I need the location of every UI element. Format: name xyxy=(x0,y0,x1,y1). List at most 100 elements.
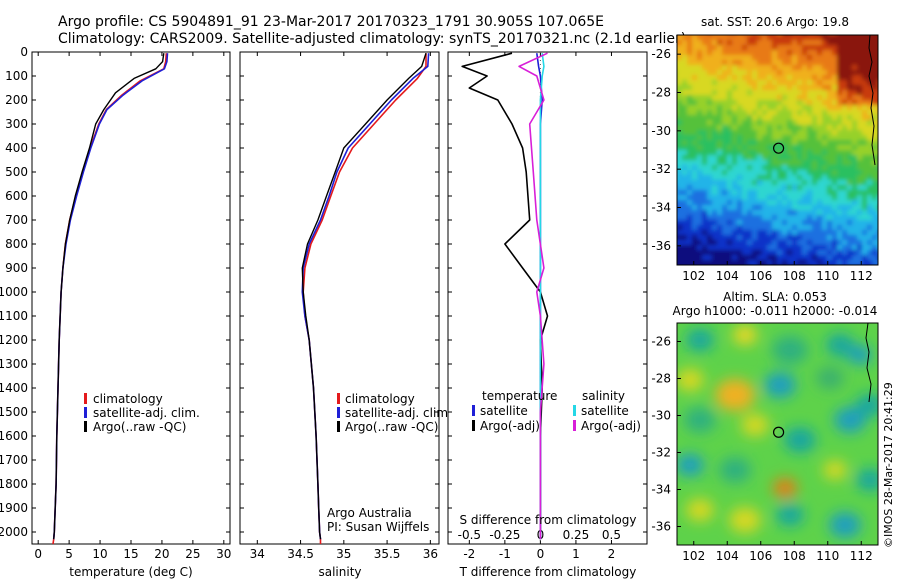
lat-tick-label: -34 xyxy=(651,483,671,497)
x-tick-label: 30 xyxy=(216,547,231,561)
lon-tick-label: 106 xyxy=(749,269,772,283)
depth-tick-label: 1600 xyxy=(0,429,28,443)
depth-axis: 0 100 200 300 400 500 600 700 800 900 1000 1100 1200… xyxy=(0,45,230,539)
depth-tick-label: 1900 xyxy=(0,501,28,515)
depth-tick-label: 1400 xyxy=(0,381,28,395)
legend-label-s-argo: Argo(-adj) xyxy=(581,419,641,433)
legend-label-s-satellite: satellite xyxy=(581,404,629,418)
temperature-series xyxy=(52,53,169,545)
legend-swatch-t-argo xyxy=(472,420,475,431)
legend-swatch-argo xyxy=(84,421,87,432)
depth-tick-label: 1200 xyxy=(0,333,28,347)
salinity-x-axis: 34 34.5 35 35.5 36 xyxy=(250,52,438,561)
coastline xyxy=(868,34,876,166)
figure-title-line1: Argo profile: CS 5904891_91 23-Mar-2017 … xyxy=(58,14,604,30)
figure-title-line2: Climatology: CARS2009. Satellite-adjuste… xyxy=(58,31,686,47)
temperature-axes-frame xyxy=(31,51,231,545)
x-tick-label: 15 xyxy=(123,547,138,561)
lon-tick-label: 108 xyxy=(783,269,806,283)
legend-label-satellite: satellite-adj. clim. xyxy=(345,406,452,420)
x-tick-label: 0 xyxy=(34,547,42,561)
imos-timestamp: ©IMOS 28-Mar-2017 20:41:29 xyxy=(882,382,895,548)
lon-tick-label: 106 xyxy=(749,549,772,563)
pi-label: PI: Susan Wijffels xyxy=(327,520,429,534)
x-tick-label: 34 xyxy=(250,547,265,561)
x-tick-label: 2 xyxy=(608,547,616,561)
depth-tick-label: 900 xyxy=(5,261,28,275)
argo-australia-label: Argo Australia xyxy=(327,506,412,520)
legend-label-argo: Argo(..raw -QC) xyxy=(345,420,438,434)
temperature-panel: 0100200300400500600700800900100011001200… xyxy=(0,45,231,579)
legend-swatch-argo xyxy=(337,421,340,432)
depth-tick-label: 1100 xyxy=(0,309,28,323)
salinity-panel: 34 34.5 35 35.5 36 salinity climatology sate… xyxy=(239,51,452,579)
depth-tick-label: 1700 xyxy=(0,453,28,467)
lon-tick-label: 104 xyxy=(716,269,739,283)
temperature-xlabel: temperature (deg C) xyxy=(69,565,192,579)
depth-tick-label: 300 xyxy=(5,117,28,131)
x-tick-label: 36 xyxy=(423,547,438,561)
x-tick-label: 10 xyxy=(92,547,107,561)
lat-tick-label: -36 xyxy=(651,239,671,253)
depth-tick-label: 1500 xyxy=(0,405,28,419)
legend-swatch-s-satellite xyxy=(573,405,576,416)
depth-tick-label: 800 xyxy=(5,237,28,251)
sla-map-panel: Altim. SLA: 0.053 Argo h1000: -0.011 h20… xyxy=(651,290,879,564)
depth-tick-label: 100 xyxy=(5,69,28,83)
s-tick-label: 0.5 xyxy=(602,528,621,542)
s-tick-label: 0.25 xyxy=(563,528,590,542)
lat-tick-label: -32 xyxy=(651,446,671,460)
legend-title-temperature: temperature xyxy=(482,389,557,403)
legend-swatch-satellite xyxy=(337,407,340,418)
lat-tick-label: -28 xyxy=(651,372,671,386)
sla-field xyxy=(677,323,878,545)
x-tick-label: 34.5 xyxy=(287,547,314,561)
temperature-legend: climatology satellite-adj. clim. Argo(..… xyxy=(84,392,200,434)
sst-map-axes: 102 104 106 108 110 112 -26 -28 -30 -32 -34 -36 xyxy=(651,47,872,283)
lon-tick-label: 102 xyxy=(682,549,705,563)
x-tick-label: 1 xyxy=(572,547,580,561)
lon-tick-label: 108 xyxy=(783,549,806,563)
lon-tick-label: 104 xyxy=(716,549,739,563)
lat-tick-label: -30 xyxy=(651,124,671,138)
legend-label-satellite: satellite-adj. clim. xyxy=(93,406,200,420)
lat-tick-label: -30 xyxy=(651,409,671,423)
series-line-argo-raw-qc- xyxy=(53,53,165,540)
x-tick-label: 20 xyxy=(154,547,169,561)
salinity-series xyxy=(301,52,430,544)
legend-label-argo: Argo(..raw -QC) xyxy=(93,420,186,434)
depth-tick-label: 1300 xyxy=(0,357,28,371)
depth-tick-label: 400 xyxy=(5,141,28,155)
sla-map-frame xyxy=(676,322,879,546)
lon-tick-label: 110 xyxy=(816,269,839,283)
lat-tick-label: -26 xyxy=(651,47,671,61)
legend-label-climatology: climatology xyxy=(345,392,415,406)
depth-tick-label: 0 xyxy=(20,45,28,59)
depth-tick-label: 600 xyxy=(5,189,28,203)
x-tick-label: 0 xyxy=(537,547,545,561)
lat-tick-label: -36 xyxy=(651,520,671,534)
lat-tick-label: -26 xyxy=(651,335,671,349)
difference-series xyxy=(461,52,549,540)
s-difference-label: S difference from climatology xyxy=(460,513,637,527)
salinity-xlabel: salinity xyxy=(318,565,361,579)
sst-field xyxy=(677,35,878,265)
sla-map-axes: 102 104 106 108 110 112 -26 -28 -30 -32 -34 -36 xyxy=(651,335,872,564)
difference-depth-ticks xyxy=(448,51,647,533)
salinity-legend: climatology satellite-adj. clim. Argo(..… xyxy=(337,392,452,434)
legend-swatch-t-satellite xyxy=(472,405,475,416)
x-tick-label: 35.5 xyxy=(374,547,401,561)
depth-tick-label: 1000 xyxy=(0,285,28,299)
difference-legend: temperature satellite Argo(-adj) salinit… xyxy=(472,389,641,433)
x-tick-label: -2 xyxy=(463,547,475,561)
legend-label-t-argo: Argo(-adj) xyxy=(480,419,540,433)
legend-swatch-climatology xyxy=(84,393,87,404)
depth-tick-label: 1800 xyxy=(0,477,28,491)
legend-swatch-climatology xyxy=(337,393,340,404)
difference-axes-frame xyxy=(447,51,648,545)
depth-tick-label: 500 xyxy=(5,165,28,179)
argo-float-marker xyxy=(772,142,785,154)
legend-label-t-satellite: satellite xyxy=(480,404,528,418)
t-difference-xlabel: T difference from climatology xyxy=(459,565,637,579)
